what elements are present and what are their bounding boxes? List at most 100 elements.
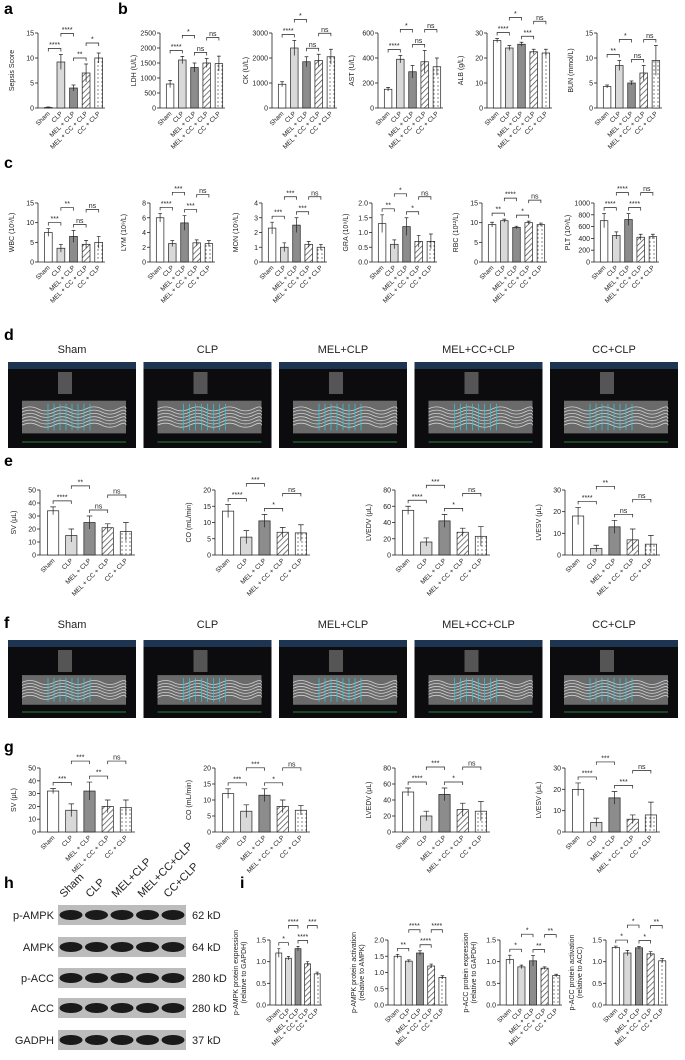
x-tick-label: Sham: [565, 557, 582, 574]
error-bar: [306, 241, 311, 248]
error-bar: [478, 801, 484, 821]
y-axis-label: LVESV (μL): [536, 782, 543, 819]
significance-label: *: [452, 776, 455, 783]
y-tick-label: 20: [28, 527, 36, 534]
blot-band: [161, 973, 185, 983]
bar: [602, 86, 612, 109]
y-tick-label: 0.5: [486, 981, 496, 988]
significance-label: ****: [297, 934, 308, 941]
bar: [313, 973, 321, 1006]
echo-inset: [193, 650, 208, 672]
significance-bracket: [85, 209, 100, 213]
error-bar: [386, 87, 390, 92]
y-axis-label: SV (μL): [11, 511, 18, 535]
y-tick-label: 0.5: [592, 981, 602, 988]
significance-bracket: [181, 35, 195, 39]
y-tick-label: 1.0: [256, 959, 266, 966]
blot-row-label: p-ACC: [21, 973, 54, 985]
significance-label: ns: [89, 203, 97, 210]
error-bar: [575, 782, 581, 796]
panel-label: f: [4, 615, 10, 632]
echo-inset: [464, 372, 479, 394]
y-tick-label: 5: [30, 240, 34, 247]
bar: [275, 952, 283, 1006]
significance-label: *: [624, 33, 627, 40]
significance-bracket: [227, 498, 247, 502]
y-tick-label: 30: [553, 766, 561, 773]
error-bar: [58, 243, 63, 253]
significance-label: ns: [468, 487, 476, 494]
error-bar: [84, 63, 89, 82]
y-tick-label: 1.5: [486, 938, 496, 945]
significance-label: ns: [634, 53, 642, 60]
echo-title: MEL+CC+CLP: [442, 619, 515, 631]
significance-bracket: [297, 940, 308, 944]
y-tick-label: 1.0: [592, 959, 602, 966]
error-bar: [282, 242, 287, 252]
significance-bracket: [643, 39, 657, 43]
error-bar: [298, 805, 304, 816]
significance-label: ns: [646, 33, 654, 40]
significance-label: ns: [620, 508, 628, 515]
y-tick-label: 1: [254, 245, 258, 252]
blot-band: [161, 910, 185, 920]
significance-label: ****: [409, 923, 420, 930]
significance-label: **: [603, 480, 609, 487]
blot-band: [110, 910, 134, 920]
y-tick-label: 10: [585, 56, 593, 63]
error-bar: [423, 537, 430, 547]
significance-bracket: [73, 57, 87, 61]
bar: [44, 232, 53, 263]
y-tick-label: 400: [578, 236, 590, 243]
significance-bracket: [533, 20, 547, 25]
significance-label: ****: [283, 28, 294, 35]
echo-title: MEL+CLP: [318, 619, 368, 631]
blot-column-label: CLP: [84, 876, 108, 900]
significance-bracket: [307, 925, 318, 929]
bar: [505, 959, 514, 1006]
y-tick-label: 10: [470, 220, 478, 227]
blot-band: [59, 910, 83, 920]
significance-label: **: [96, 770, 102, 777]
significance-bracket: [288, 925, 299, 929]
bar: [326, 56, 336, 109]
significance-label: *: [187, 29, 190, 36]
echo-title: CC+CLP: [592, 619, 636, 631]
y-tick-label: 0: [474, 260, 478, 267]
echo-inset: [193, 372, 208, 394]
y-tick-label: 0.0: [374, 1003, 384, 1010]
blot-band: [136, 1035, 159, 1045]
significance-label: ***: [233, 776, 241, 783]
y-axis-label: p-AMPK protein expression: [233, 930, 240, 1015]
y-tick-label: 15: [585, 31, 593, 38]
significance-label: **: [385, 202, 391, 209]
significance-bracket: [89, 509, 109, 513]
significance-label: *: [620, 934, 623, 941]
y-tick-label: 0.0: [358, 260, 368, 267]
y-tick-label: 0: [254, 260, 258, 267]
significance-label: ***: [524, 30, 532, 37]
significance-label: ns: [427, 23, 435, 30]
significance-label: **: [536, 943, 542, 950]
x-tick-label: Sham: [215, 557, 232, 574]
significance-bracket: [528, 199, 542, 204]
y-tick-label: 10: [475, 81, 483, 88]
bar: [623, 952, 632, 1006]
y-tick-label: 40: [28, 778, 36, 785]
y-tick-label: 4: [254, 201, 258, 208]
significance-label: **: [548, 928, 554, 935]
bar: [541, 52, 551, 109]
error-bar: [86, 515, 93, 529]
blot-row-label: p-AMPK: [13, 910, 55, 922]
bar: [517, 966, 526, 1006]
y-axis-label: AST (U/L): [349, 55, 356, 86]
blot-column-label: Sham: [58, 871, 87, 900]
significance-label: ***: [251, 761, 259, 768]
significance-bracket: [407, 781, 427, 785]
significance-label: ***: [286, 190, 294, 197]
y-tick-label: 10: [203, 520, 211, 527]
y-tick-label: 2000: [140, 46, 156, 53]
bar: [552, 975, 561, 1006]
significance-bracket: [308, 196, 322, 200]
significance-bracket: [296, 211, 310, 215]
